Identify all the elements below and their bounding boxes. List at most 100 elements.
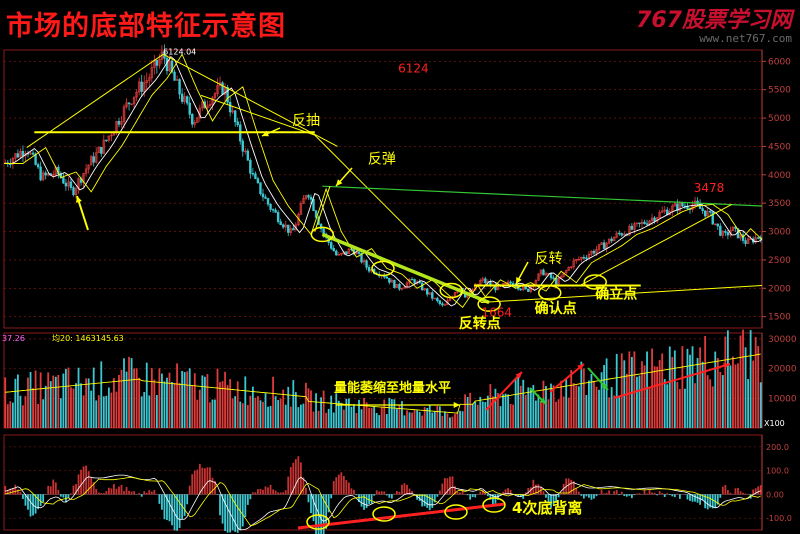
volume-bar bbox=[42, 399, 45, 428]
candle-body bbox=[145, 80, 148, 83]
volume-bar bbox=[636, 376, 638, 428]
macd-histogram-bar bbox=[335, 477, 338, 495]
macd-histogram-bar bbox=[337, 474, 340, 495]
volume-bar bbox=[600, 372, 603, 428]
candle-body bbox=[170, 60, 174, 73]
candle-body bbox=[428, 292, 431, 295]
candle-body bbox=[539, 269, 543, 275]
candle-body bbox=[658, 212, 661, 218]
volume-bar bbox=[401, 401, 403, 428]
candle-body bbox=[628, 225, 631, 236]
volume-bar bbox=[65, 368, 67, 428]
volume-bar bbox=[732, 356, 734, 428]
volume-bar bbox=[370, 407, 373, 428]
volume-bar bbox=[355, 412, 358, 428]
macd-histogram-bar bbox=[320, 494, 322, 534]
candle-body bbox=[178, 79, 181, 95]
volume-bar bbox=[368, 407, 371, 428]
volume-bar bbox=[100, 361, 103, 428]
volume-bar bbox=[603, 365, 605, 428]
macd-histogram-bar bbox=[176, 494, 178, 531]
macd-histogram-bar bbox=[754, 488, 757, 495]
divergence-red-line bbox=[297, 502, 506, 530]
volume-bar bbox=[423, 407, 426, 428]
volume-bar bbox=[287, 386, 290, 428]
candle-body bbox=[754, 237, 757, 243]
volume-bar bbox=[749, 330, 752, 428]
macd-histogram-bar bbox=[529, 487, 532, 495]
volume-bar bbox=[229, 379, 232, 428]
volume-bar bbox=[77, 367, 80, 428]
volume-bar bbox=[484, 402, 487, 428]
volume-bar bbox=[140, 396, 143, 428]
volume-bar bbox=[284, 404, 287, 428]
volume-bar bbox=[249, 395, 252, 428]
volume-bar bbox=[92, 367, 95, 428]
volume-bar bbox=[638, 375, 641, 428]
volume-bar bbox=[118, 374, 120, 428]
divergence-ellipse bbox=[444, 504, 468, 520]
candle-body bbox=[436, 297, 439, 302]
volume-bar bbox=[704, 335, 707, 428]
volume-bar bbox=[744, 347, 747, 428]
volume-bar bbox=[105, 395, 108, 428]
volume-bar bbox=[656, 366, 659, 428]
candle-body bbox=[757, 237, 760, 239]
macd-histogram-bar bbox=[269, 484, 272, 495]
macd-histogram-bar bbox=[115, 488, 118, 495]
volume-bar bbox=[613, 395, 616, 428]
macd-histogram-bar bbox=[123, 491, 125, 495]
macd-histogram-bar bbox=[102, 493, 105, 495]
candle-body bbox=[259, 182, 262, 195]
volume-bar bbox=[588, 380, 590, 428]
volume-bar bbox=[479, 396, 482, 428]
macd-histogram-bar bbox=[709, 494, 712, 508]
candle-body bbox=[206, 105, 209, 109]
macd-histogram-bar bbox=[411, 491, 413, 495]
volume-bar bbox=[444, 411, 446, 428]
macd-histogram-bar bbox=[39, 494, 42, 506]
volume-bar bbox=[358, 399, 360, 428]
macd-histogram-bar bbox=[388, 494, 391, 498]
candle-body bbox=[433, 297, 436, 300]
macd-histogram-bar bbox=[360, 494, 363, 507]
macd-histogram-bar bbox=[678, 494, 681, 499]
volume-red-arrow-head bbox=[723, 362, 730, 369]
candle-body bbox=[570, 266, 573, 268]
macd-histogram-bar bbox=[16, 489, 19, 495]
volume-bar bbox=[171, 381, 173, 428]
volume-bar bbox=[390, 399, 393, 428]
candle-body bbox=[191, 114, 194, 125]
macd-histogram-bar bbox=[537, 484, 540, 495]
volume-bar bbox=[34, 370, 37, 428]
volume-bar bbox=[274, 396, 277, 428]
volume-bar bbox=[593, 381, 595, 428]
candle-body bbox=[281, 224, 285, 228]
macd-histogram-bar bbox=[19, 491, 22, 495]
volume-bar bbox=[378, 415, 381, 428]
macd-histogram-bar bbox=[719, 494, 722, 498]
macd-histogram-bar bbox=[239, 494, 242, 530]
candle-body bbox=[309, 196, 313, 200]
candle-body bbox=[284, 224, 287, 228]
candle-body bbox=[572, 260, 575, 268]
volume-bar bbox=[70, 387, 72, 428]
volume-bar bbox=[504, 393, 507, 428]
volume-bar bbox=[72, 388, 75, 428]
volume-bar bbox=[497, 393, 499, 428]
volume-bar bbox=[380, 407, 383, 428]
volume-bar bbox=[555, 401, 557, 428]
macd-histogram-bar bbox=[133, 491, 136, 495]
volume-bar bbox=[451, 416, 454, 428]
macd-histogram-bar bbox=[699, 494, 701, 505]
macd-histogram-bar bbox=[358, 494, 360, 503]
macd-histogram-bar bbox=[527, 488, 530, 495]
macd-histogram-bar bbox=[155, 493, 158, 495]
price-tick-label: 3000 bbox=[768, 228, 791, 238]
macd-histogram-bar bbox=[72, 485, 75, 495]
macd-histogram-bar bbox=[620, 491, 623, 495]
volume-bar bbox=[24, 396, 27, 428]
macd-histogram-bar bbox=[345, 480, 348, 495]
macd-histogram-bar bbox=[234, 494, 237, 532]
rebound-connector bbox=[314, 186, 331, 232]
